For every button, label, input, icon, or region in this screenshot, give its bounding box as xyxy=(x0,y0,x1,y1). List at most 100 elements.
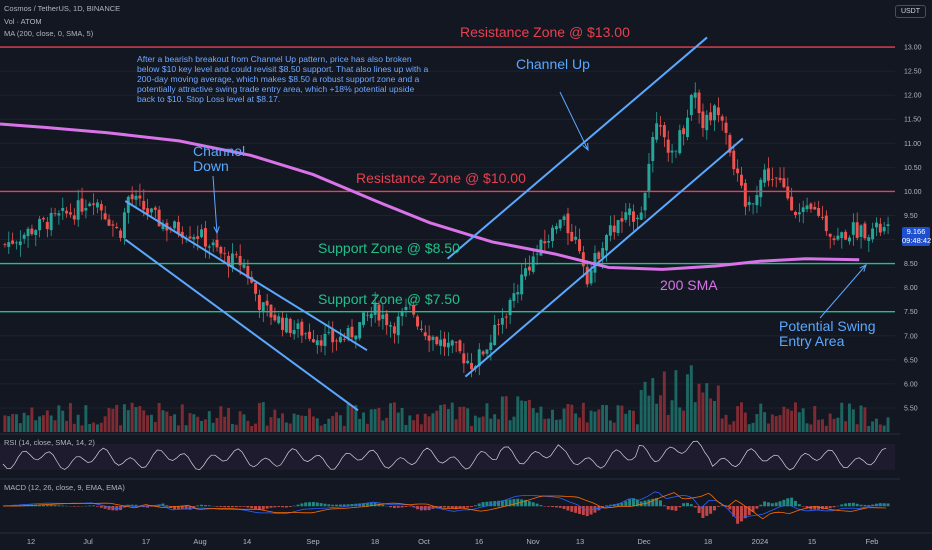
sma-label: 200 SMA xyxy=(660,277,718,293)
macd-histogram-bar xyxy=(61,505,65,507)
macd-histogram-bar xyxy=(689,504,693,507)
candle-body xyxy=(693,92,697,98)
candle-body xyxy=(354,335,358,340)
volume-bar xyxy=(489,418,493,432)
volume-bar xyxy=(53,420,57,432)
axis-background xyxy=(900,0,932,550)
volume-bar xyxy=(867,425,871,432)
candle-body xyxy=(427,335,431,341)
macd-histogram-bar xyxy=(855,503,859,507)
macd-histogram-bar xyxy=(53,505,57,507)
macd-histogram-bar xyxy=(365,502,369,507)
analysis-note: After a bearish breakout from Channel Up… xyxy=(137,54,429,104)
volume-bar xyxy=(454,419,458,432)
macd-histogram-bar xyxy=(524,499,527,507)
candle-body xyxy=(161,224,165,229)
volume-bar xyxy=(338,415,342,432)
volume-bar xyxy=(863,407,867,432)
candle-body xyxy=(188,236,192,239)
y-tick-label: 7.00 xyxy=(904,333,918,340)
volume-bar xyxy=(99,422,103,432)
candle-body xyxy=(612,225,616,233)
candle-body xyxy=(639,212,643,220)
macd-histogram-bar xyxy=(315,502,319,507)
channel-line xyxy=(124,200,368,352)
candle-body xyxy=(655,123,659,140)
volume-bar xyxy=(304,415,308,432)
candle-body xyxy=(743,183,747,207)
macd-histogram-bar xyxy=(215,506,219,507)
volume-bar xyxy=(759,403,763,432)
currency-button[interactable]: USDT xyxy=(894,5,926,18)
volume-bar xyxy=(327,418,331,432)
candle-body xyxy=(840,232,844,239)
current-price-value: 9.166 xyxy=(906,227,926,236)
volume-bar xyxy=(211,422,215,432)
channel-down-label: Channel Down xyxy=(193,144,245,174)
volume-bar xyxy=(230,423,234,432)
candle-body xyxy=(130,194,134,200)
candle-body xyxy=(192,236,196,240)
candle-body xyxy=(809,203,813,210)
volume-bar xyxy=(778,415,782,432)
macd-histogram-bar xyxy=(389,506,393,508)
macd-histogram-bar xyxy=(230,506,234,508)
macd-histogram-bar xyxy=(755,506,759,509)
macd-histogram-bar xyxy=(639,501,643,507)
annotation-arrow xyxy=(212,175,218,234)
volume-bar xyxy=(92,422,96,432)
x-tick-label: 2024 xyxy=(752,537,769,546)
volume-bar xyxy=(813,406,817,432)
macd-histogram-bar xyxy=(766,502,770,507)
candle-body xyxy=(373,302,377,315)
macd-histogram-bar xyxy=(886,503,890,507)
volume-bar xyxy=(840,402,844,432)
volume-bar xyxy=(184,425,188,432)
candle-body xyxy=(335,340,339,342)
candle-body xyxy=(624,212,628,220)
candle-body xyxy=(578,239,581,252)
macd-histogram-bar xyxy=(462,506,466,509)
volume-bar xyxy=(30,407,34,432)
volume-bar xyxy=(265,425,269,432)
volume-bar xyxy=(284,422,288,432)
macd-histogram-bar xyxy=(57,505,61,507)
volume-bar xyxy=(801,408,805,432)
candle-body xyxy=(720,116,724,121)
macd-histogram-bar xyxy=(346,504,350,507)
candle-body xyxy=(146,208,150,214)
volume-bar xyxy=(724,414,728,432)
volume-bar xyxy=(686,374,689,432)
candle-body xyxy=(49,212,53,231)
macd-histogram-bar xyxy=(558,506,562,508)
macd-histogram-bar xyxy=(381,504,385,507)
volume-bar xyxy=(80,425,84,432)
volume-bar xyxy=(824,425,828,432)
candle-body xyxy=(323,333,327,347)
macd-histogram-bar xyxy=(485,501,489,507)
macd-histogram-bar xyxy=(107,506,111,510)
volume-bar xyxy=(223,416,227,432)
candle-body xyxy=(539,239,543,256)
volume-bar xyxy=(246,420,250,432)
candle-body xyxy=(319,340,323,346)
candle-body xyxy=(80,198,84,212)
candle-body xyxy=(157,209,161,227)
x-tick-label: 17 xyxy=(142,537,150,546)
candle-body xyxy=(878,223,882,233)
macd-histogram-bar xyxy=(300,503,304,507)
macd-histogram-bar xyxy=(122,506,126,508)
macd-histogram-bar xyxy=(732,506,736,517)
macd-histogram-bar xyxy=(743,506,747,519)
volume-bar xyxy=(766,423,770,432)
volume-bar xyxy=(578,417,581,432)
macd-histogram-bar xyxy=(188,506,192,510)
macd-histogram-bar xyxy=(817,506,821,510)
macd-histogram-bar xyxy=(539,505,543,507)
candle-body xyxy=(196,236,200,239)
candle-body xyxy=(99,204,103,211)
volume-bar xyxy=(817,419,821,432)
macd-histogram-bar xyxy=(273,506,277,508)
candle-body xyxy=(805,205,809,210)
